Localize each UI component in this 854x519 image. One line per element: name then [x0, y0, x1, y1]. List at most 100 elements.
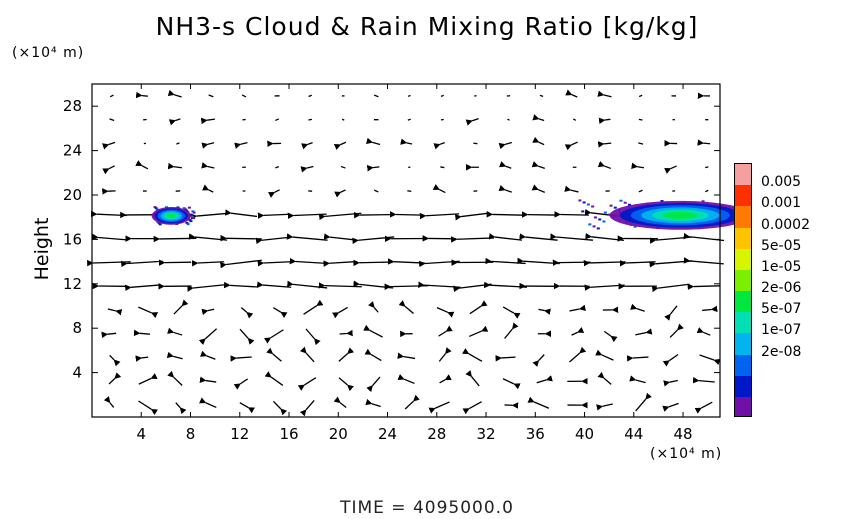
- cloud-speck: [582, 201, 586, 204]
- wind-vector: [554, 211, 589, 218]
- wind-vector: [303, 299, 324, 315]
- wind-vector: [507, 118, 510, 121]
- wind-vector: [486, 211, 525, 218]
- wind-vector: [102, 165, 115, 175]
- wind-vector: [340, 165, 346, 169]
- wind-vector: [583, 259, 626, 267]
- wind-vector: [187, 283, 229, 292]
- cloud-speck: [608, 213, 612, 216]
- y-tick-label: 4: [72, 364, 82, 382]
- wind-vector: [338, 377, 354, 392]
- wind-vector: [341, 118, 345, 121]
- wind-vector: [498, 184, 512, 193]
- wind-vector: [275, 165, 280, 169]
- wind-vector: [223, 281, 259, 289]
- y-tick-label: 8: [72, 319, 82, 337]
- wind-vector: [532, 114, 545, 122]
- wind-vector: [138, 306, 159, 319]
- wind-vector: [153, 235, 197, 243]
- wind-vector: [135, 355, 149, 362]
- wind-vector: [201, 308, 215, 316]
- wind-vector: [257, 212, 291, 219]
- y-tick-label: 28: [63, 97, 82, 115]
- wind-vector: [595, 349, 614, 361]
- wind-vector: [631, 162, 645, 170]
- wind-vector: [438, 347, 452, 362]
- wind-vector: [308, 118, 313, 121]
- colorbar-cell: [735, 185, 751, 207]
- colorbar-cell: [735, 396, 751, 416]
- wind-vector: [287, 280, 328, 289]
- colorbar-cell: [735, 375, 751, 398]
- x-axis-unit: (×10⁴ m): [650, 446, 723, 462]
- y-tick-label: 24: [63, 142, 82, 160]
- wind-vector: [504, 322, 519, 339]
- wind-vector: [199, 376, 217, 383]
- cloud-speck: [185, 221, 189, 224]
- cloud-speck: [602, 220, 606, 223]
- wind-vector: [305, 328, 321, 346]
- wind-vector: [531, 184, 545, 194]
- x-tick-label: 44: [624, 425, 643, 443]
- wind-vector: [436, 307, 455, 318]
- x-tick-label: 16: [279, 425, 298, 443]
- colorbar-cell: [735, 354, 751, 377]
- cloud-speck: [186, 223, 190, 226]
- cloud-speck: [593, 216, 597, 219]
- wind-vector: [230, 355, 252, 362]
- y-tick-label: 12: [63, 275, 82, 293]
- wind-vector: [400, 138, 413, 145]
- wind-vector: [705, 166, 709, 169]
- wind-vector: [629, 375, 646, 384]
- wind-vector: [239, 328, 255, 345]
- wind-vector: [687, 283, 721, 290]
- wind-vector: [199, 350, 216, 360]
- wind-vector: [450, 236, 494, 243]
- wind-vector: [138, 373, 158, 385]
- wind-vector: [323, 233, 357, 241]
- cloud-speck: [591, 205, 595, 208]
- wind-vector: [669, 323, 684, 338]
- wind-vector: [109, 354, 121, 367]
- cloud-speck: [187, 206, 191, 209]
- wind-vector: [469, 325, 489, 338]
- wind-vector: [603, 330, 618, 343]
- wind-vector: [502, 306, 521, 319]
- wind-vector: [619, 259, 656, 267]
- wind-vector: [630, 303, 645, 312]
- wind-vector: [135, 160, 149, 170]
- wind-vector: [101, 331, 117, 339]
- wind-vector: [696, 327, 711, 336]
- wind-vector: [585, 232, 624, 242]
- colorbar-cell: [735, 164, 751, 186]
- colorbar-label: 0.0002: [761, 216, 810, 233]
- colorbar-cell: [735, 269, 751, 292]
- wind-vector: [597, 161, 612, 170]
- wind-vector: [200, 117, 216, 125]
- wind-vector: [418, 260, 460, 268]
- wind-vector: [440, 166, 445, 169]
- wind-vector: [257, 260, 291, 267]
- wind-vector: [702, 305, 718, 313]
- wind-vector: [564, 141, 578, 151]
- wind-vector: [333, 141, 347, 150]
- wind-vector: [167, 370, 183, 386]
- wind-vector: [167, 89, 182, 98]
- wind-vector: [366, 165, 380, 172]
- wind-vector: [532, 136, 545, 146]
- wind-vector: [318, 212, 362, 221]
- wind-vector: [638, 189, 643, 193]
- wind-vector: [573, 118, 577, 121]
- x-tick-label: 40: [575, 425, 594, 443]
- cloud-speck: [623, 201, 627, 204]
- cloud-speck: [191, 210, 195, 213]
- colorbar-cell: [735, 291, 751, 313]
- wind-vector: [663, 379, 678, 387]
- wind-vector: [191, 260, 225, 267]
- wind-vector: [175, 402, 187, 415]
- wind-vector: [498, 141, 512, 150]
- wind-vector: [384, 283, 429, 290]
- wind-vector: [275, 118, 280, 122]
- x-tick-label: 36: [526, 425, 545, 443]
- wind-vector: [462, 348, 483, 362]
